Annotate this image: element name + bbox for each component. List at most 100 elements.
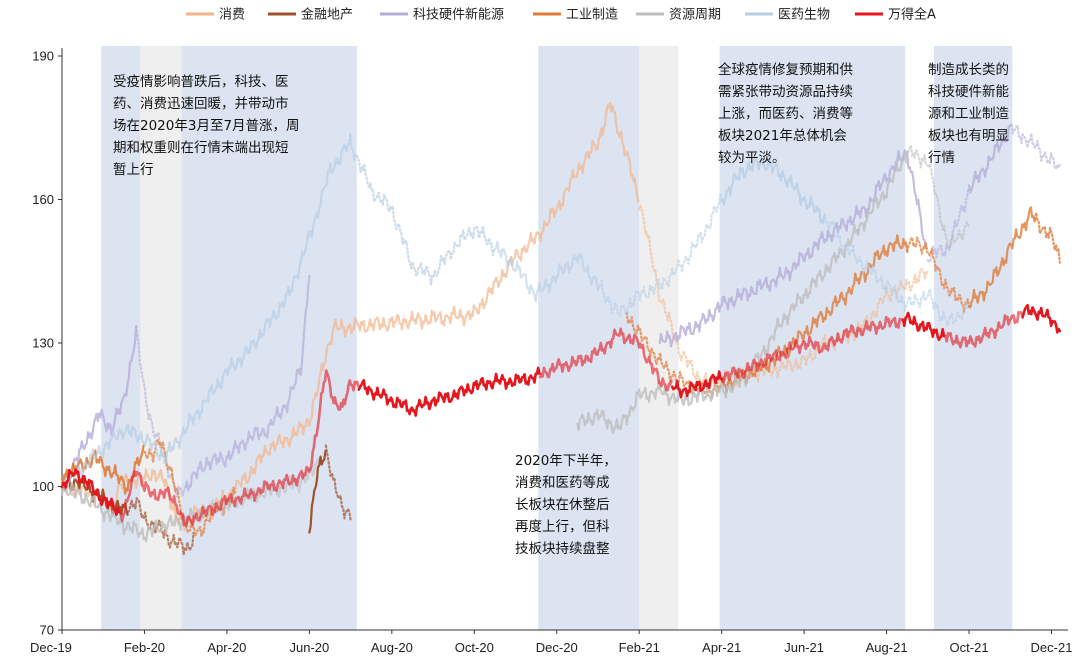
series-line-segment <box>118 369 360 527</box>
series-line-segment <box>720 155 826 225</box>
series-6 <box>60 303 1062 527</box>
series-line-segment <box>60 481 207 543</box>
series-line-segment <box>1021 303 1062 334</box>
series-line-segment <box>596 192 723 318</box>
series-line-segment <box>638 204 929 392</box>
y-tick-label: 100 <box>32 479 54 494</box>
series-0 <box>60 102 929 532</box>
series-line-segment <box>670 370 724 399</box>
annotation-line: 全球疫情修复预期和供 <box>718 61 853 78</box>
annotation-line: 暂上行 <box>113 162 154 178</box>
x-tick-label: Dec-21 <box>1031 640 1073 655</box>
series-line-segment <box>1033 211 1061 264</box>
legend-label: 医药生物 <box>778 8 830 23</box>
y-tick-label: 70 <box>40 623 54 638</box>
annotation-line: 受疫情影响普跌后，科技、医 <box>113 74 289 90</box>
x-tick-label: Aug-20 <box>371 640 413 655</box>
series-line-segment <box>60 325 138 489</box>
annotation-line: 场在2020年3月至7月普涨，周 <box>113 118 300 134</box>
x-tick-label: Apr-21 <box>702 640 741 655</box>
annotation-line: 制造成长类的 <box>928 62 1009 78</box>
annotation-0: 受疫情影响普跌后，科技、医药、消费迅速回暖，并带动市场在2020年3月至7月普涨… <box>113 74 300 178</box>
series-line-segment <box>349 133 496 286</box>
annotation-line: 需紧张带动资源品持续 <box>718 84 853 100</box>
series-line-segment <box>967 124 1012 194</box>
series-line-segment <box>324 444 352 522</box>
annotation-line: 板块2021年总体机会 <box>718 128 847 144</box>
x-tick-label: Oct-21 <box>950 640 989 655</box>
series-line-segment <box>60 468 121 517</box>
series-line-segment <box>625 311 722 399</box>
legend-item-0: 消费 <box>186 8 245 23</box>
highlight-band-0 <box>101 46 141 630</box>
annotation-line: 行情 <box>928 150 955 166</box>
x-tick-label: Apr-20 <box>207 640 246 655</box>
series-line-segment <box>60 444 145 495</box>
series-line-segment <box>60 133 352 490</box>
annotation-line: 上涨，而医药、消费等 <box>718 105 853 122</box>
annotation-line: 药、消费迅速回暖，并带动市 <box>113 95 289 112</box>
x-tick-label: Dec-20 <box>536 640 578 655</box>
series-line-segment <box>720 315 904 384</box>
series-line-segment <box>658 149 929 348</box>
axes: 70 100 130 160 190 Dec-19 Feb-20 Apr-20 Jun-20 Au… <box>30 48 1072 655</box>
x-tick-label: Jun-20 <box>290 640 330 655</box>
legend-item-3: 工业制造 <box>533 8 618 23</box>
legend-item-4: 资源周期 <box>636 8 721 23</box>
x-tick-label: Dec-19 <box>30 640 72 655</box>
annotations: 受疫情影响普跌后，科技、医药、消费迅速回暖，并带动市场在2020年3月至7月普涨… <box>113 61 1009 557</box>
annotation-line: 源和工业制造 <box>928 106 1009 122</box>
annotation-2: 全球疫情修复预期和供需紧张带动资源品持续上涨，而医药、消费等板块2021年总体机… <box>718 61 853 166</box>
series-line-segment <box>967 206 1036 309</box>
series-5 <box>60 133 970 490</box>
legend-label: 金融地产 <box>301 7 353 23</box>
y-tick-label: 130 <box>32 336 54 351</box>
x-tick-label: Aug-21 <box>866 640 908 655</box>
series-line-segment <box>942 310 1024 349</box>
series-line-segment <box>60 102 640 532</box>
annotation-line: 2020年下半年， <box>515 453 617 469</box>
series-3 <box>60 206 1061 538</box>
x-tick-label: Oct-20 <box>455 640 494 655</box>
series-line-segment <box>538 327 673 392</box>
legend-label: 资源周期 <box>669 8 721 23</box>
series-line-segment <box>308 449 327 534</box>
highlight-band-5 <box>719 46 906 630</box>
x-tick-label: Feb-20 <box>124 640 165 655</box>
annotation-line: 消费和医药等成 <box>515 474 610 491</box>
legend-item-1: 金融地产 <box>268 7 353 23</box>
series-line-segment <box>906 144 971 252</box>
x-tick-label: Feb-21 <box>619 640 660 655</box>
legend-label: 科技硬件新能源 <box>413 7 504 23</box>
highlight-band-2 <box>181 46 357 630</box>
series-line-segment <box>1009 121 1061 171</box>
series-line-segment <box>720 234 909 394</box>
series-line-segment <box>901 311 946 342</box>
annotation-line: 较为平淡。 <box>718 150 786 166</box>
annotation-line: 再度上行，但科 <box>515 519 610 535</box>
series-line-segment <box>906 236 971 313</box>
y-tick-label: 190 <box>32 49 54 64</box>
legend: 消费 金融地产 科技硬件新能源 工业制造 资源周期 医药生物 万得全A <box>186 7 936 23</box>
annotation-line: 技板块持续盘整 <box>515 540 610 557</box>
annotation-line: 期和权重则在行情末端出现短 <box>113 139 289 156</box>
legend-item-2: 科技硬件新能源 <box>380 7 504 23</box>
legend-item-5: 医药生物 <box>745 8 830 23</box>
x-tick-label: Jun-21 <box>784 640 824 655</box>
series-line-segment <box>184 275 311 492</box>
legend-label: 万得全A <box>888 7 936 23</box>
annotation-line: 板块也有明显 <box>928 128 1009 144</box>
annotation-line: 长板块在休整后 <box>515 497 610 513</box>
series-line-segment <box>357 366 541 417</box>
legend-item-6: 万得全A <box>855 7 936 23</box>
series-lines <box>60 102 1062 556</box>
y-tick-label: 160 <box>32 192 54 207</box>
series-line-segment <box>493 240 599 303</box>
legend-label: 消费 <box>219 8 245 23</box>
annotation-line: 科技硬件新能 <box>928 84 1009 100</box>
legend-label: 工业制造 <box>566 8 618 23</box>
series-line-segment <box>823 212 970 327</box>
